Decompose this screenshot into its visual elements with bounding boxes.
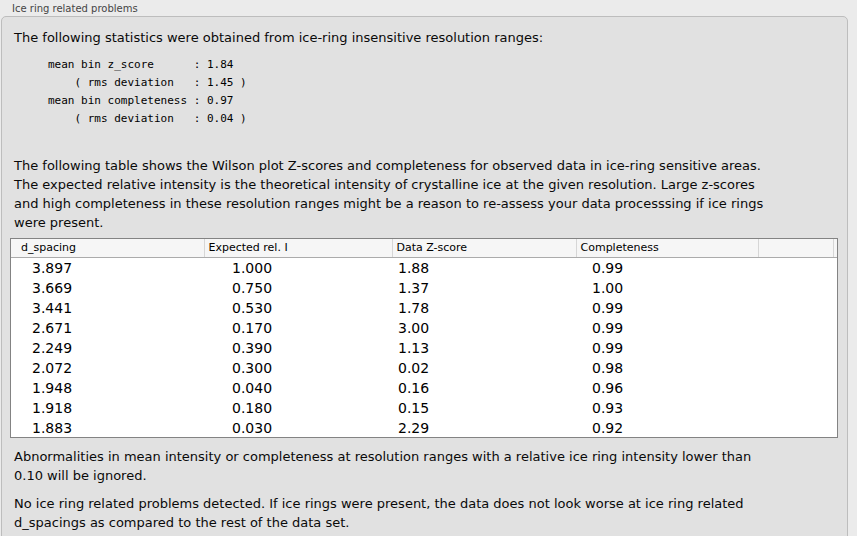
table-cell: 0.93 [576,398,758,418]
stats-intro-text: The following statistics were obtained f… [14,28,543,47]
table-cell [758,257,833,278]
table-row[interactable]: 2.6710.1703.000.99 [11,318,837,338]
table-cell [833,318,837,338]
table-cell: 0.98 [576,358,758,378]
table-cell: 0.99 [576,298,758,318]
table-row[interactable]: 3.6690.7501.371.00 [11,278,837,298]
table-cell: 1.883 [11,418,204,438]
table-cell [833,338,837,358]
table-cell: 3.897 [11,257,204,278]
table-header-row: d_spacingExpected rel. IData Z-scoreComp… [11,239,837,257]
ice-ring-report-screen: Ice ring related problems The following … [0,0,857,536]
table-cell: 0.030 [204,418,392,438]
table-cell: 0.180 [204,398,392,418]
table-cell: 1.00 [576,278,758,298]
table-cell: 0.15 [392,398,576,418]
table-cell: 0.99 [576,338,758,358]
stats-values-block: mean bin z_score : 1.84 ( rms deviation … [48,56,247,128]
table-cell: 0.99 [576,318,758,338]
table-row[interactable]: 1.9180.1800.150.93 [11,398,837,418]
column-header-expected-rel-i[interactable]: Expected rel. I [204,239,392,257]
table-cell: 0.96 [576,378,758,398]
ice-ring-table[interactable]: d_spacingExpected rel. IData Z-scoreComp… [10,238,838,438]
column-header-blank[interactable] [833,239,837,257]
table-cell: 0.390 [204,338,392,358]
conclusion-text: No ice ring related problems detected. I… [14,494,744,532]
table-cell: 1.37 [392,278,576,298]
groupbox-title: Ice ring related problems [12,2,138,15]
table-cell: 0.300 [204,358,392,378]
table-row[interactable]: 2.2490.3901.130.99 [11,338,837,358]
table-cell: 2.671 [11,318,204,338]
table-cell: 3.00 [392,318,576,338]
column-header-data-z-score[interactable]: Data Z-score [392,239,576,257]
table-cell [758,318,833,338]
table-cell: 1.948 [11,378,204,398]
table-cell: 0.530 [204,298,392,318]
table-cell: 1.78 [392,298,576,318]
table-cell [833,398,837,418]
table-cell: 0.99 [576,257,758,278]
table-cell [833,418,837,438]
table-cell: 0.02 [392,358,576,378]
ice-ring-table-grid: d_spacingExpected rel. IData Z-scoreComp… [11,239,837,438]
table-cell [833,358,837,378]
table-cell: 1.918 [11,398,204,418]
table-cell [833,278,837,298]
table-cell [758,298,833,318]
table-cell: 0.750 [204,278,392,298]
column-header-d-spacing[interactable]: d_spacing [11,239,204,257]
table-cell [758,338,833,358]
table-cell [758,358,833,378]
table-row[interactable]: 1.8830.0302.290.92 [11,418,837,438]
table-cell: 0.92 [576,418,758,438]
table-cell: 0.16 [392,378,576,398]
table-cell [758,278,833,298]
table-cell: 2.072 [11,358,204,378]
table-row[interactable]: 3.4410.5301.780.99 [11,298,837,318]
table-cell: 2.29 [392,418,576,438]
table-cell [833,378,837,398]
table-row[interactable]: 1.9480.0400.160.96 [11,378,837,398]
column-header-completeness[interactable]: Completeness [576,239,758,257]
ignore-threshold-note-text: Abnormalities in mean intensity or compl… [14,447,751,485]
table-description-text: The following table shows the Wilson plo… [14,156,763,232]
table-cell [758,398,833,418]
table-cell: 3.441 [11,298,204,318]
table-row[interactable]: 2.0720.3000.020.98 [11,358,837,378]
table-cell: 3.669 [11,278,204,298]
table-cell: 1.000 [204,257,392,278]
column-header-blank[interactable] [758,239,833,257]
table-cell [833,257,837,278]
table-row[interactable]: 3.8971.0001.880.99 [11,257,837,278]
table-cell [758,378,833,398]
table-cell [833,298,837,318]
table-cell: 1.13 [392,338,576,358]
table-cell: 1.88 [392,257,576,278]
table-cell: 2.249 [11,338,204,358]
table-cell [758,418,833,438]
table-cell: 0.170 [204,318,392,338]
table-body: 3.8971.0001.880.993.6690.7501.371.003.44… [11,257,837,438]
table-cell: 0.040 [204,378,392,398]
